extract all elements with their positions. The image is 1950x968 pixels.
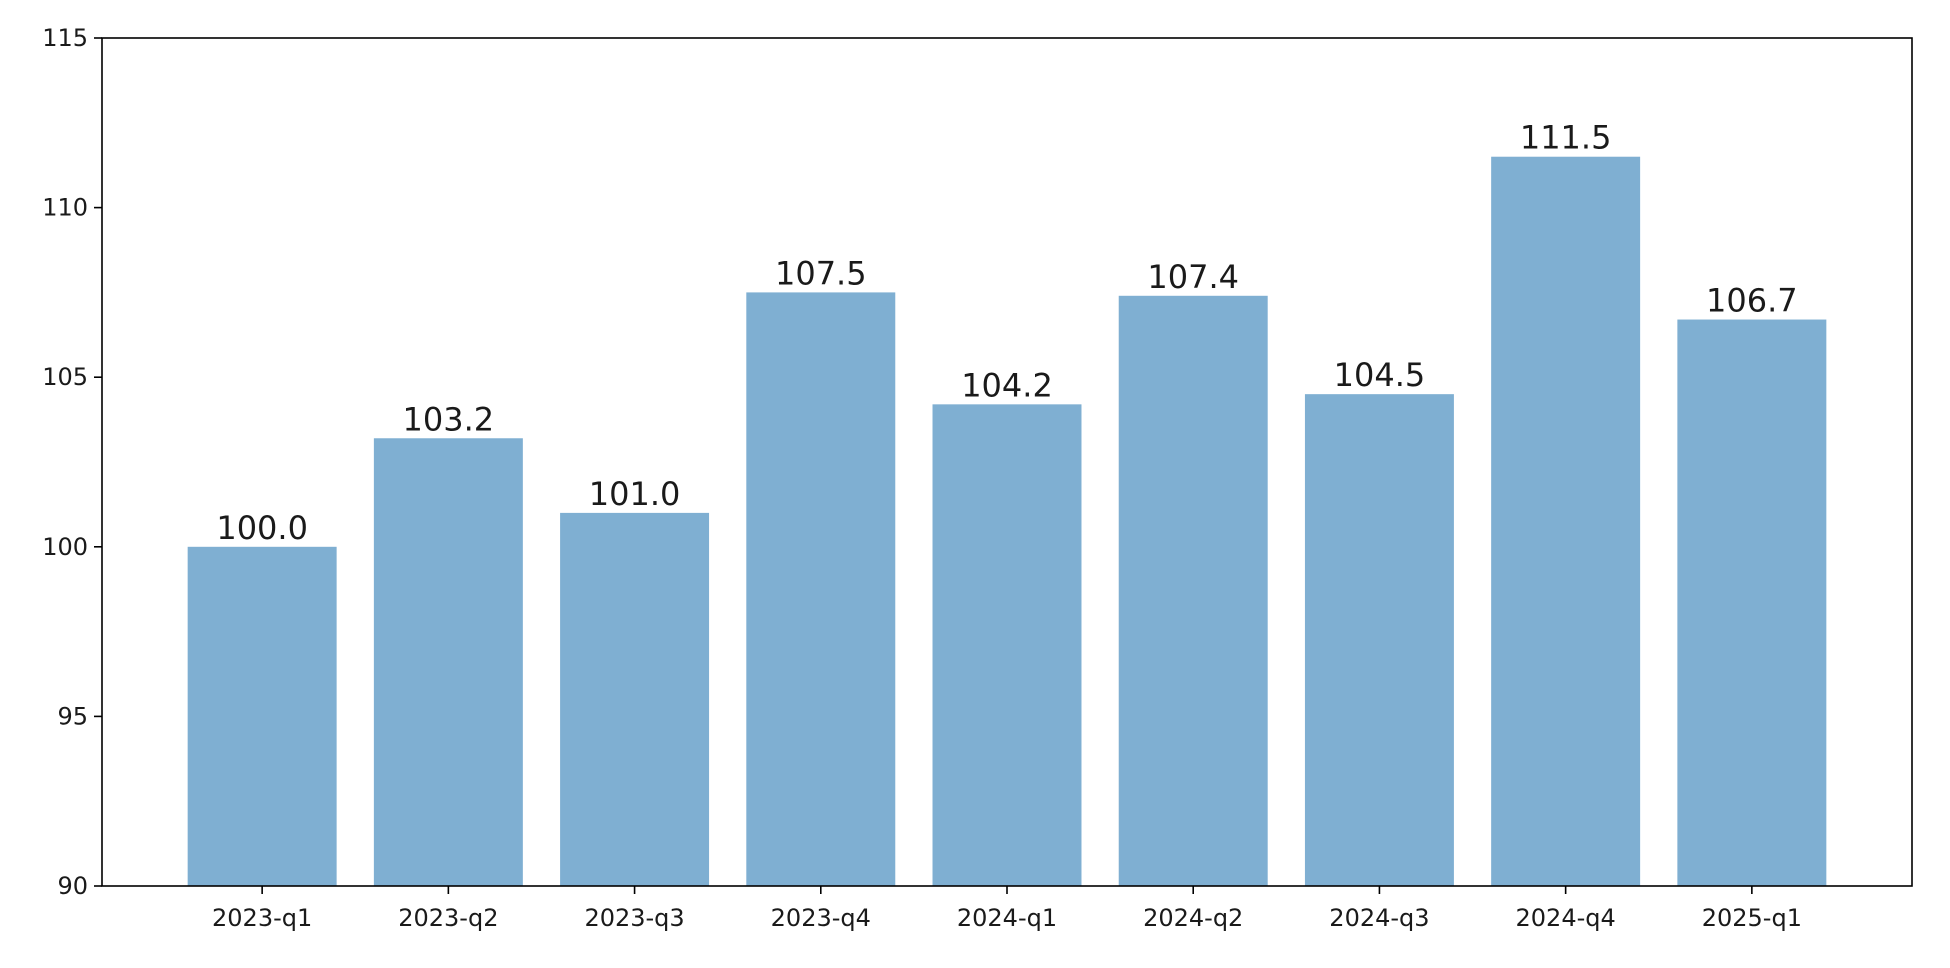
data-label-2024-q3: 104.5 bbox=[1334, 356, 1426, 394]
data-label-2023-q1: 100.0 bbox=[216, 509, 308, 547]
data-label-2024-q1: 104.2 bbox=[961, 366, 1053, 404]
data-label-2024-q4: 111.5 bbox=[1520, 119, 1612, 157]
data-label-2025-q1: 106.7 bbox=[1706, 282, 1798, 320]
data-labels-layer: 100.0 103.2 101.0 107.5 104.2 107.4 104.5 111.5… bbox=[216, 119, 1797, 547]
x-tick-label: 2024-q4 bbox=[1516, 904, 1616, 932]
bar-2024-q1 bbox=[932, 404, 1082, 886]
x-tick-label: 2023-q4 bbox=[771, 904, 871, 932]
data-label-2024-q2: 107.4 bbox=[1147, 258, 1239, 296]
y-tick-label: 100 bbox=[42, 533, 88, 561]
bar-2024-q4 bbox=[1491, 156, 1641, 887]
y-tick-label: 110 bbox=[42, 194, 88, 222]
x-tick-label: 2023-q3 bbox=[584, 904, 684, 932]
x-tick-label: 2024-q2 bbox=[1143, 904, 1243, 932]
bar-2023-q2 bbox=[373, 438, 523, 886]
bar-2024-q3 bbox=[1304, 394, 1454, 886]
bar-2023-q3 bbox=[560, 512, 710, 886]
x-tick-label: 2025-q1 bbox=[1702, 904, 1802, 932]
bar-2025-q1 bbox=[1677, 319, 1827, 886]
bar-2024-q2 bbox=[1118, 295, 1268, 886]
x-tick-label: 2024-q1 bbox=[957, 904, 1057, 932]
y-axis: 90 95 100 105 110 115 bbox=[42, 24, 102, 900]
x-tick-label: 2024-q3 bbox=[1329, 904, 1429, 932]
y-tick-label: 105 bbox=[42, 363, 88, 391]
data-label-2023-q4: 107.5 bbox=[775, 254, 867, 292]
y-tick-label: 95 bbox=[57, 702, 88, 730]
bars-layer bbox=[187, 156, 1827, 887]
y-tick-label: 115 bbox=[42, 24, 88, 52]
data-label-2023-q3: 101.0 bbox=[589, 475, 681, 513]
x-tick-label: 2023-q2 bbox=[398, 904, 498, 932]
bar-2023-q1 bbox=[187, 546, 337, 886]
bar-2023-q4 bbox=[746, 292, 896, 886]
x-axis: 2023-q1 2023-q2 2023-q3 2023-q4 2024-q1 2024-… bbox=[212, 886, 1802, 932]
x-tick-label: 2023-q1 bbox=[212, 904, 312, 932]
data-label-2023-q2: 103.2 bbox=[403, 400, 495, 438]
y-tick-label: 90 bbox=[57, 872, 88, 900]
